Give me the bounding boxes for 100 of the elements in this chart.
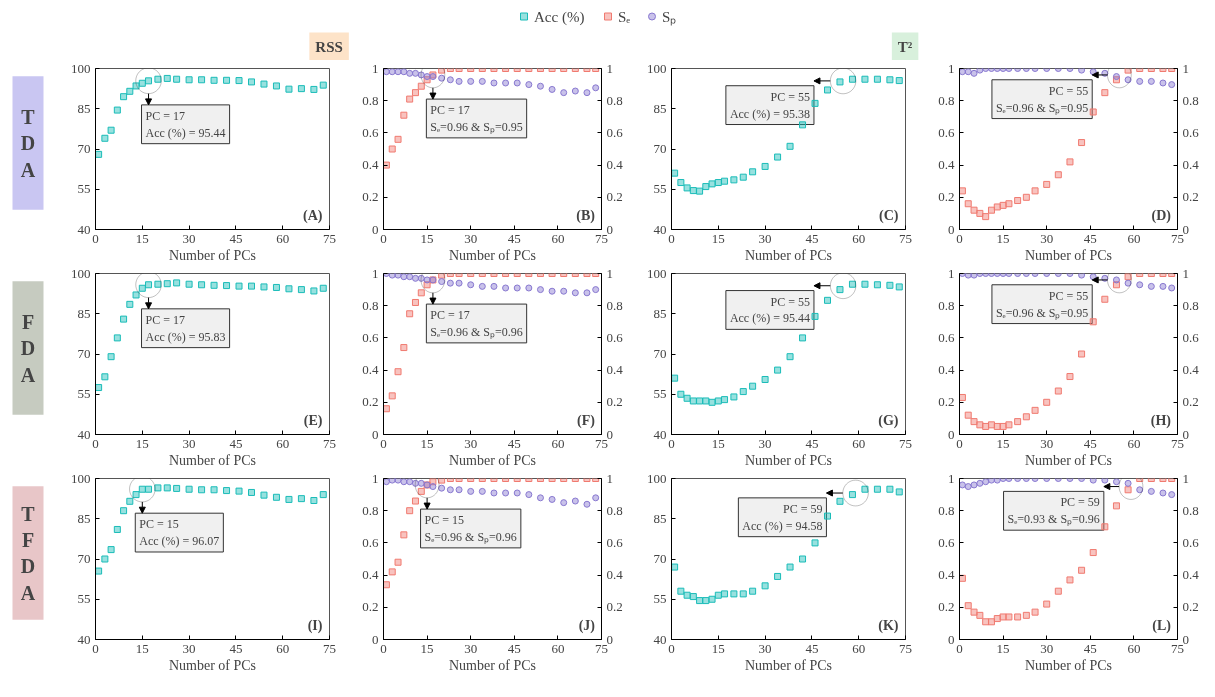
point xyxy=(964,411,972,419)
point xyxy=(749,587,757,595)
x-tick-label: 30 xyxy=(758,435,772,451)
annotation: (H) xyxy=(1150,413,1172,430)
y-tick-label: 70 xyxy=(77,551,91,566)
point xyxy=(185,485,193,493)
y2-tick-label: 0.2 xyxy=(606,189,623,205)
y-tick-label: 40 xyxy=(77,426,91,442)
point xyxy=(1112,502,1120,510)
x-axis-title: Number of PCs xyxy=(168,657,257,673)
point xyxy=(671,374,679,382)
point xyxy=(120,315,128,323)
point xyxy=(1022,413,1030,421)
y-tick-label: 40 xyxy=(77,221,91,237)
point xyxy=(999,201,1007,209)
point xyxy=(388,478,396,484)
point xyxy=(107,546,115,554)
x-tick-label: 15 xyxy=(135,230,149,246)
point xyxy=(120,93,128,101)
x-tick-label: 75 xyxy=(899,230,912,246)
point xyxy=(861,75,869,83)
point xyxy=(976,421,984,429)
point xyxy=(400,111,408,119)
y-tick-label: 0.4 xyxy=(938,567,955,583)
x-axis-title: Number of PCs xyxy=(448,657,537,673)
annotation: (F) xyxy=(577,413,596,430)
y2-tick-label: 1 xyxy=(606,265,613,281)
x-tick-label: 75 xyxy=(1171,230,1184,246)
x-tick-label: 45 xyxy=(805,435,819,451)
point xyxy=(394,135,402,143)
point xyxy=(223,487,231,495)
point xyxy=(708,398,716,406)
x-tick-label: 60 xyxy=(1127,230,1141,246)
annotation: (G) xyxy=(878,413,899,430)
x-tick-label: 15 xyxy=(711,230,725,246)
point xyxy=(683,591,691,599)
point xyxy=(536,286,544,294)
point xyxy=(1054,387,1062,395)
point xyxy=(786,353,794,361)
x-axis-title: Number of PCs xyxy=(168,247,257,263)
point xyxy=(101,134,109,142)
point xyxy=(145,485,153,493)
point xyxy=(272,82,280,90)
x-tick-label: 45 xyxy=(805,230,819,246)
point xyxy=(592,494,600,502)
point xyxy=(388,145,396,153)
x-tick-label: 60 xyxy=(551,435,565,451)
point xyxy=(423,276,431,284)
point xyxy=(400,273,408,281)
x-tick-label: 15 xyxy=(420,640,434,656)
point xyxy=(774,366,782,374)
point xyxy=(388,273,396,279)
point xyxy=(525,81,533,89)
annotation: PC = 15 Sₑ=0.96 & Sₚ=0.96 xyxy=(424,513,517,544)
x-tick-label: 30 xyxy=(182,640,196,656)
y-tick-label: 85 xyxy=(77,305,91,321)
point xyxy=(411,298,419,306)
point xyxy=(836,497,844,505)
point xyxy=(848,491,856,499)
point xyxy=(689,187,697,195)
x-axis-title: Number of PCs xyxy=(168,452,257,468)
annotation: PC = 55 Acc (%) = 95.38 xyxy=(729,89,810,121)
x-axis-title: Number of PCs xyxy=(448,247,537,263)
point xyxy=(982,422,990,430)
annotation: PC = 59 Acc (%) = 94.58 xyxy=(742,501,823,533)
y-tick-label: 40 xyxy=(653,221,667,237)
point xyxy=(964,483,972,491)
point xyxy=(394,368,402,376)
point xyxy=(95,567,103,575)
x-tick-label: 45 xyxy=(229,640,243,656)
x-axis-title: Number of PCs xyxy=(744,657,833,673)
point xyxy=(1005,613,1013,621)
y2-tick-label: 0.6 xyxy=(1182,329,1200,345)
y2-tick-label: 0.8 xyxy=(1182,502,1199,518)
point xyxy=(583,89,591,97)
point xyxy=(548,495,556,503)
point xyxy=(702,397,710,405)
point xyxy=(749,168,757,176)
x-tick-label: 75 xyxy=(899,435,912,451)
x-tick-label: 75 xyxy=(323,435,336,451)
point xyxy=(154,280,162,288)
x-tick-label: 30 xyxy=(758,230,772,246)
point xyxy=(721,590,729,598)
y2-tick-label: 0.2 xyxy=(606,599,623,615)
point xyxy=(383,405,390,413)
y-tick-label: 1 xyxy=(948,470,955,486)
point xyxy=(163,484,171,492)
point xyxy=(1014,197,1022,205)
point xyxy=(1014,418,1022,426)
point xyxy=(1022,611,1030,619)
point xyxy=(721,177,729,185)
y-tick-label: 0.2 xyxy=(938,189,955,205)
point xyxy=(1101,89,1109,97)
x-tick-label: 30 xyxy=(464,230,478,246)
y-tick-label: 0.2 xyxy=(362,394,379,410)
y-tick-label: 85 xyxy=(653,100,667,116)
y2-tick-label: 0.6 xyxy=(1182,534,1200,550)
point xyxy=(185,76,193,84)
point xyxy=(1101,295,1109,303)
point xyxy=(964,273,972,279)
